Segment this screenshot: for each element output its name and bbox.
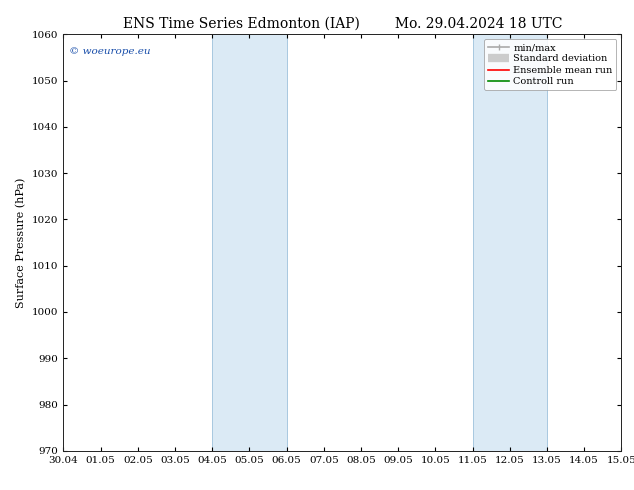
Bar — [472, 34, 547, 451]
Title: ENS Time Series Edmonton (IAP)        Mo. 29.04.2024 18 UTC: ENS Time Series Edmonton (IAP) Mo. 29.04… — [122, 16, 562, 30]
Y-axis label: Surface Pressure (hPa): Surface Pressure (hPa) — [16, 177, 27, 308]
Bar — [212, 34, 287, 451]
Legend: min/max, Standard deviation, Ensemble mean run, Controll run: min/max, Standard deviation, Ensemble me… — [484, 39, 616, 90]
Text: © woeurope.eu: © woeurope.eu — [69, 47, 150, 56]
